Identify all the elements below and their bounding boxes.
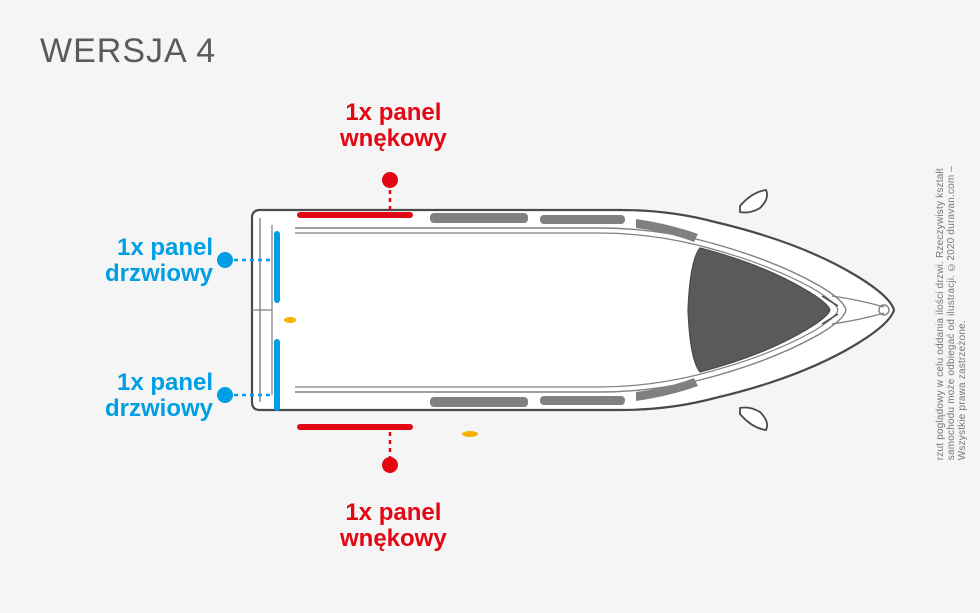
diagram-canvas xyxy=(0,0,980,613)
label-line: 1x panel xyxy=(105,370,213,396)
copyright-text: rzut poglądowy w celu oddania ilości drz… xyxy=(935,153,968,460)
label-line: 1x panel xyxy=(105,235,213,261)
label-door-lower: 1x panel drzwiowy xyxy=(105,370,213,423)
panel-bottom-wnekowy xyxy=(300,427,410,473)
label-line: wnękowy xyxy=(340,126,447,152)
label-line: 1x panel xyxy=(340,500,447,526)
label-line: 1x panel xyxy=(340,100,447,126)
label-line: wnękowy xyxy=(340,526,447,552)
yellow-marker xyxy=(284,317,296,323)
label-door-upper: 1x panel drzwiowy xyxy=(105,235,213,288)
yellow-marker xyxy=(462,431,478,437)
van-outline xyxy=(252,190,894,430)
label-top-wnekowy: 1x panel wnękowy xyxy=(340,100,447,153)
panel-top-wnekowy xyxy=(300,172,410,215)
label-bottom-wnekowy: 1x panel wnękowy xyxy=(340,500,447,553)
label-line: drzwiowy xyxy=(105,261,213,287)
label-line: drzwiowy xyxy=(105,396,213,422)
